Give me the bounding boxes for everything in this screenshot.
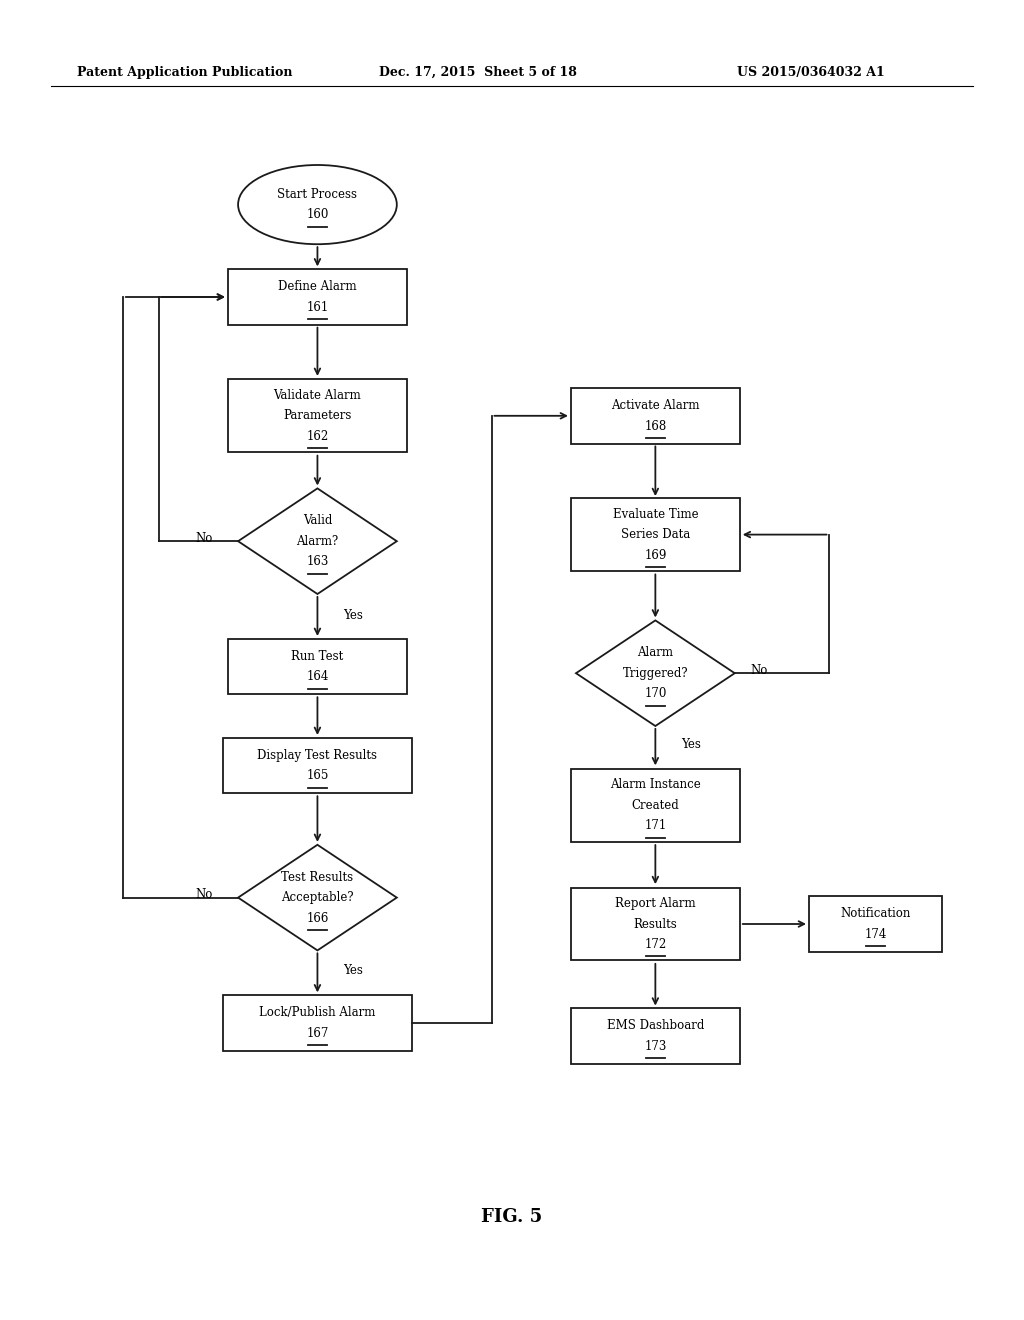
- Text: Validate Alarm: Validate Alarm: [273, 389, 361, 401]
- Text: FIG. 5: FIG. 5: [481, 1208, 543, 1226]
- Polygon shape: [238, 488, 397, 594]
- Bar: [571, 768, 739, 842]
- Text: Acceptable?: Acceptable?: [282, 891, 353, 904]
- Text: 171: 171: [644, 820, 667, 832]
- Text: Report Alarm: Report Alarm: [615, 898, 695, 909]
- Text: 167: 167: [306, 1027, 329, 1040]
- Text: Display Test Results: Display Test Results: [257, 748, 378, 762]
- Text: Test Results: Test Results: [282, 871, 353, 883]
- Text: Yes: Yes: [343, 964, 362, 977]
- Bar: [571, 1008, 739, 1064]
- Bar: [223, 738, 412, 793]
- Text: Alarm Instance: Alarm Instance: [610, 779, 700, 791]
- Text: Run Test: Run Test: [291, 649, 344, 663]
- Polygon shape: [238, 845, 397, 950]
- Text: 172: 172: [644, 939, 667, 950]
- Text: Valid: Valid: [303, 515, 332, 527]
- Bar: [571, 388, 739, 444]
- Text: No: No: [196, 532, 213, 545]
- Text: Patent Application Publication: Patent Application Publication: [77, 66, 292, 79]
- Text: 160: 160: [306, 209, 329, 222]
- Text: Lock/Publish Alarm: Lock/Publish Alarm: [259, 1006, 376, 1019]
- Text: Results: Results: [634, 917, 677, 931]
- Text: Notification: Notification: [841, 907, 910, 920]
- Bar: [227, 379, 407, 451]
- Text: 169: 169: [644, 549, 667, 561]
- Text: 163: 163: [306, 556, 329, 568]
- Text: 173: 173: [644, 1040, 667, 1053]
- Text: 170: 170: [644, 688, 667, 700]
- Bar: [571, 888, 739, 961]
- Text: Yes: Yes: [681, 738, 700, 751]
- Bar: [223, 995, 412, 1051]
- Text: Activate Alarm: Activate Alarm: [611, 399, 699, 412]
- Polygon shape: [575, 620, 735, 726]
- Text: Start Process: Start Process: [278, 187, 357, 201]
- Text: 174: 174: [864, 928, 887, 941]
- Text: No: No: [196, 888, 213, 902]
- Bar: [227, 269, 407, 325]
- Text: US 2015/0364032 A1: US 2015/0364032 A1: [737, 66, 885, 79]
- Text: No: No: [750, 664, 767, 677]
- Text: 165: 165: [306, 770, 329, 783]
- Text: Evaluate Time: Evaluate Time: [612, 508, 698, 520]
- Text: Define Alarm: Define Alarm: [279, 280, 356, 293]
- Ellipse shape: [238, 165, 397, 244]
- Text: Alarm?: Alarm?: [296, 535, 339, 548]
- Text: 161: 161: [306, 301, 329, 314]
- Text: Triggered?: Triggered?: [623, 667, 688, 680]
- Text: 162: 162: [306, 430, 329, 442]
- Text: Parameters: Parameters: [284, 409, 351, 422]
- Bar: [227, 639, 407, 694]
- Bar: [571, 498, 739, 570]
- Text: Created: Created: [632, 799, 679, 812]
- Text: 166: 166: [306, 912, 329, 924]
- Text: EMS Dashboard: EMS Dashboard: [606, 1019, 705, 1032]
- Text: 168: 168: [644, 420, 667, 433]
- Text: Alarm: Alarm: [637, 647, 674, 659]
- Text: 164: 164: [306, 671, 329, 684]
- Bar: [809, 896, 942, 952]
- Text: Dec. 17, 2015  Sheet 5 of 18: Dec. 17, 2015 Sheet 5 of 18: [379, 66, 577, 79]
- Text: Series Data: Series Data: [621, 528, 690, 541]
- Text: Yes: Yes: [343, 609, 362, 622]
